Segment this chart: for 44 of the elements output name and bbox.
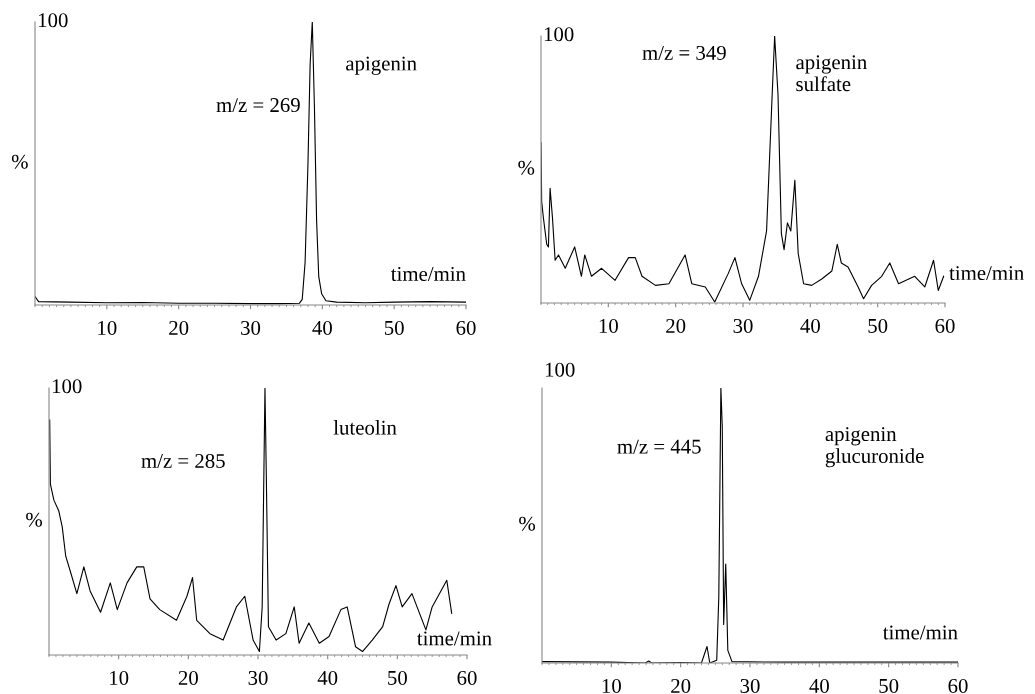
annotation: 100: [544, 27, 574, 42]
x-tick-label: 40: [800, 318, 820, 333]
x-axis-title: time/min: [390, 266, 466, 281]
x-tick-label: 20: [169, 320, 189, 335]
x-axis-title: time/min: [417, 631, 492, 646]
text: 100: [545, 362, 575, 377]
text: luteolin: [333, 420, 397, 435]
y-axis-title: %: [11, 154, 28, 169]
x-tick-label: 20: [666, 318, 686, 333]
y-axis-title: %: [26, 512, 43, 527]
x-tick-label: 60: [456, 320, 476, 335]
x-tick-label: 10: [110, 670, 129, 685]
annotation: m/z = 349: [642, 45, 726, 60]
x-tick-label: 20: [671, 678, 691, 693]
x-tick-label: 50: [879, 678, 899, 693]
x-tick-label: 30: [733, 318, 753, 333]
annotation: m/z = 269: [216, 98, 300, 113]
x-tick-label: 50: [388, 670, 407, 685]
x-tick-label: 50: [868, 318, 888, 333]
annotation: m/z = 285: [141, 453, 225, 468]
x-tick-label: 40: [312, 320, 332, 335]
annotation: m/z = 445: [617, 439, 701, 454]
x-tick-label: 60: [948, 678, 968, 693]
annotation: 100: [38, 13, 68, 28]
x-axis-title: time/min: [949, 266, 1024, 281]
annotation: 100: [52, 379, 82, 394]
x-tick-label: 20: [178, 670, 198, 685]
x-tick-label: 60: [935, 318, 955, 333]
x-tick-label: 40: [317, 670, 338, 685]
text: apigenin: [346, 56, 417, 75]
x-tick-label: 30: [248, 670, 268, 685]
y-axis-title: %: [519, 516, 536, 531]
text: apigenin glucuronide: [825, 427, 924, 468]
x-tick-label: 30: [241, 320, 261, 335]
text: apigenin sulfate: [796, 55, 867, 92]
x-tick-label: 10: [599, 318, 618, 333]
x-tick-label: 60: [457, 670, 477, 685]
y-axis-title: %: [518, 160, 535, 175]
x-tick-label: 30: [740, 678, 760, 693]
x-tick-label: 10: [98, 320, 117, 335]
x-tick-label: 50: [384, 320, 404, 335]
x-tick-label: 10: [602, 678, 621, 693]
x-axis-title: time/min: [882, 625, 958, 640]
x-tick-label: 40: [809, 678, 829, 693]
